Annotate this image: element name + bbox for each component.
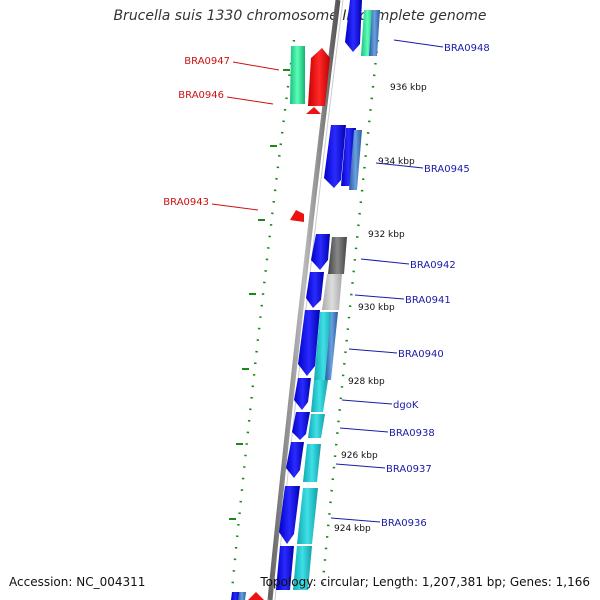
gene-arrow-bra0936-b[interactable] (297, 488, 318, 544)
gene-arrow-bra0942-b[interactable] (328, 237, 347, 274)
gene-arrow-bra0941-b[interactable] (322, 274, 342, 310)
gene-arrow-bra0938[interactable] (292, 412, 310, 440)
gene-label-bra0947[interactable]: BRA0947 (184, 56, 230, 67)
gene-arrow-bra0943[interactable] (290, 210, 304, 222)
gene-arrow-bra0947[interactable] (290, 46, 305, 104)
gene-arrow-bra0940[interactable] (298, 310, 320, 376)
gene-arrow-dgok-b[interactable] (311, 380, 328, 412)
gene-arrow-bra0942[interactable] (311, 234, 330, 270)
tick-label-930: 930 kbp (358, 303, 395, 313)
gene-label-bra0945[interactable]: BRA0945 (424, 164, 470, 175)
kbp-scale: 936 kbp 934 kbp 932 kbp 930 kbp 928 kbp … (334, 83, 427, 534)
forward-gene-labels: BRA0948 BRA0945 BRA0942 BRA0941 BRA0940 … (381, 43, 490, 529)
gene-label-dgok[interactable]: dgoK (393, 400, 419, 411)
gene-arrow-bottom-steel[interactable] (238, 592, 246, 600)
gene-arrow-bottom-blue[interactable] (231, 592, 240, 600)
reverse-label-leaders (211, 61, 280, 211)
gene-label-bra0937[interactable]: BRA0937 (386, 464, 432, 475)
tick-label-934: 934 kbp (378, 157, 415, 167)
chromosome-backbone (267, 0, 341, 600)
gene-arrow-bra0935-b[interactable] (293, 546, 312, 590)
gene-arrow-bra0946-small[interactable] (306, 107, 321, 114)
reverse-gene-labels: BRA0947 BRA0946 BRA0943 (163, 56, 230, 208)
tick-label-936: 936 kbp (390, 83, 427, 93)
gene-arrow-bra0946[interactable] (308, 48, 330, 106)
gene-arrow-bra0940-c[interactable] (325, 312, 338, 380)
tick-label-932: 932 kbp (368, 230, 405, 240)
gene-label-bra0946[interactable]: BRA0946 (178, 90, 224, 101)
gene-arrow-bra0948[interactable] (345, 0, 362, 52)
gene-arrow-bra0945-a[interactable] (324, 125, 346, 188)
gene-label-bra0943[interactable]: BRA0943 (163, 197, 209, 208)
topology-label: Topology: circular; Length: 1,207,381 bp… (260, 575, 590, 589)
gene-arrow-bottom-red[interactable] (248, 592, 264, 600)
forward-strand-genes (231, 0, 380, 600)
accession-label: Accession: NC_004311 (9, 575, 146, 589)
gene-label-bra0940[interactable]: BRA0940 (398, 349, 444, 360)
gene-label-bra0936[interactable]: BRA0936 (381, 518, 427, 529)
gene-label-bra0942[interactable]: BRA0942 (410, 260, 456, 271)
gene-arrow-bra0936[interactable] (279, 486, 300, 544)
outer-ring-ticks (229, 69, 290, 520)
gene-arrow-dgok[interactable] (294, 378, 311, 410)
forward-label-leaders (330, 39, 444, 523)
tick-label-926: 926 kbp (341, 451, 378, 461)
gene-arrow-bra0937-b[interactable] (303, 444, 321, 482)
map-title: Brucella suis 1330 chromosome II, comple… (113, 8, 487, 24)
gene-arrow-bra0945-c[interactable] (349, 130, 362, 190)
gene-arrow-bra0941[interactable] (306, 272, 324, 308)
tick-label-928: 928 kbp (348, 377, 385, 387)
gene-label-bra0938[interactable]: BRA0938 (389, 428, 435, 439)
gene-arrow-bra0937[interactable] (286, 442, 304, 478)
gene-arrow-bra0935[interactable] (276, 546, 294, 590)
gene-label-bra0941[interactable]: BRA0941 (405, 295, 451, 306)
gene-label-bra0948[interactable]: BRA0948 (444, 43, 490, 54)
gene-arrow-bra0940-b[interactable] (314, 312, 333, 380)
reverse-strand-genes (248, 46, 330, 600)
gene-arrow-bra0948-c[interactable] (369, 10, 380, 56)
tick-label-924: 924 kbp (334, 524, 371, 534)
gene-arrow-bra0938-b[interactable] (308, 414, 325, 438)
